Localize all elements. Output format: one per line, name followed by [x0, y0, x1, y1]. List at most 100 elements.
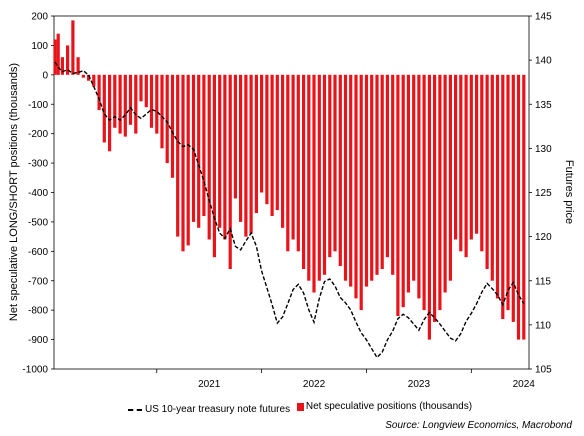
position-bar — [291, 74, 295, 240]
left-axis-title: Net speculative LONG/SHORT positions (th… — [8, 63, 20, 321]
right-axis-title: Futures price — [563, 160, 575, 224]
left-tick-label: 200 — [31, 12, 48, 23]
position-bar — [417, 74, 421, 299]
left-tick-label: -700 — [28, 276, 48, 287]
left-tick-label: -900 — [28, 335, 48, 346]
position-bar — [66, 45, 70, 75]
legend: US 10-year treasury note futures Net spe… — [128, 401, 476, 415]
position-bar — [490, 74, 494, 281]
position-bar — [223, 74, 227, 240]
position-bar — [443, 74, 447, 293]
position-bar — [480, 74, 484, 252]
position-bar — [71, 20, 75, 75]
position-bar — [165, 74, 169, 164]
x-tick-label: 2022 — [303, 379, 326, 390]
position-bar — [375, 74, 379, 275]
position-bar — [202, 74, 206, 216]
position-bar — [260, 74, 264, 193]
position-bar — [385, 74, 389, 258]
position-bar — [170, 74, 175, 178]
legend-label-positions: Net speculative positions (thousands) — [305, 401, 473, 412]
position-bar — [60, 57, 64, 75]
left-tick-label: 100 — [31, 41, 48, 52]
position-bar — [433, 74, 437, 322]
dashed-line-swatch-icon — [128, 408, 142, 411]
x-tick-label: 2021 — [198, 379, 221, 390]
position-bar — [118, 74, 122, 134]
position-bar — [97, 74, 101, 111]
position-bar — [144, 74, 148, 108]
position-bar — [128, 74, 133, 125]
right-tick-label: 145 — [535, 12, 552, 23]
position-bar — [181, 74, 185, 252]
position-bar — [501, 74, 505, 319]
position-bar — [511, 74, 515, 322]
source-note: Source: Longview Economics, Macrobond — [385, 420, 572, 431]
position-bar — [522, 74, 526, 340]
position-bar — [338, 74, 342, 266]
left-tick-label: -300 — [28, 159, 48, 170]
position-bar — [244, 74, 248, 237]
position-bar — [391, 74, 395, 275]
futures-price-line — [54, 61, 525, 359]
position-bar — [108, 74, 112, 152]
position-bar — [454, 74, 458, 240]
position-bar — [370, 74, 374, 281]
position-bar — [233, 74, 237, 199]
red-square-swatch-icon — [296, 402, 304, 411]
position-bar — [464, 74, 468, 258]
position-bar — [333, 74, 337, 252]
left-tick-label: -400 — [28, 188, 48, 199]
position-bar — [92, 74, 96, 87]
position-bar — [191, 74, 196, 222]
x-tick-label: 2023 — [408, 379, 431, 390]
position-bar — [349, 74, 353, 287]
left-tick-label: -800 — [28, 306, 48, 317]
position-bar — [422, 74, 426, 311]
position-bar — [123, 74, 127, 137]
position-bar — [475, 74, 479, 234]
position-bar — [312, 74, 316, 293]
position-bar — [160, 74, 164, 149]
position-bar — [149, 74, 154, 128]
position-bar — [76, 57, 80, 75]
right-tick-label: 105 — [535, 365, 552, 376]
position-bar — [401, 74, 405, 308]
right-tick-label: 130 — [535, 144, 552, 155]
position-bar — [197, 74, 201, 228]
position-bar — [239, 74, 243, 222]
position-bar — [286, 74, 290, 252]
position-bar — [506, 74, 510, 311]
position-bar — [270, 74, 274, 216]
position-bar — [102, 74, 106, 143]
position-bar — [87, 74, 91, 81]
position-bar — [254, 74, 258, 214]
position-bar — [113, 74, 117, 128]
position-bar — [281, 74, 285, 228]
position-bar — [396, 74, 400, 316]
position-bar — [343, 74, 348, 281]
position-bar — [265, 74, 269, 205]
position-bar — [134, 74, 138, 134]
position-bar — [406, 74, 410, 293]
position-bar — [296, 74, 300, 252]
position-bar — [364, 74, 369, 287]
position-bar — [186, 74, 190, 246]
position-bar — [212, 74, 216, 258]
position-bar — [218, 74, 222, 228]
bar-series — [53, 20, 526, 340]
left-tick-label: -500 — [28, 217, 48, 228]
position-bar — [322, 74, 327, 275]
position-bar — [317, 74, 321, 281]
x-axis: 2021 2022 2023 2024 — [156, 369, 535, 390]
right-tick-label: 140 — [535, 56, 552, 67]
position-bar — [176, 74, 180, 237]
right-axis: 145 140 135 130 125 120 115 110 105 — [529, 12, 552, 376]
right-tick-label: 125 — [535, 188, 552, 199]
position-bar — [438, 74, 442, 311]
position-bar — [485, 74, 489, 269]
position-bar — [448, 74, 452, 281]
position-bar — [495, 74, 500, 299]
left-axis: 200 100 0 -100 -200 -300 -400 -500 -600 -700 -800 -… — [22, 12, 54, 376]
